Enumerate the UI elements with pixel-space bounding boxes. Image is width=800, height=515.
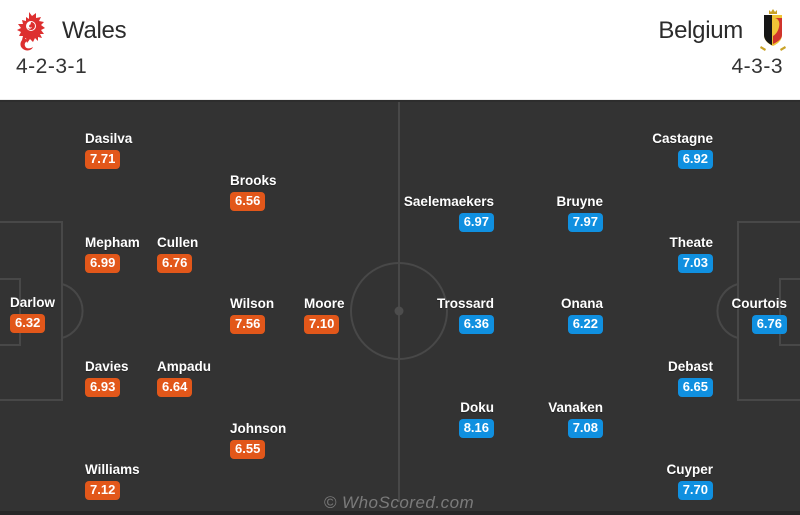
player-rating-badge: 7.70 — [677, 481, 713, 500]
left-penalty-box — [0, 221, 63, 401]
left-six-yard-box — [0, 278, 21, 346]
player-vanaken[interactable]: Vanaken 7.08 — [548, 400, 603, 438]
player-name: Williams — [85, 462, 140, 477]
pitch: © WhoScored.com — [0, 100, 800, 515]
player-rating-badge: 7.10 — [304, 315, 340, 334]
player-brooks[interactable]: Brooks 6.56 — [230, 173, 277, 211]
player-name: Davies — [85, 359, 129, 374]
player-name: Cullen — [157, 235, 199, 250]
player-name: Theate — [669, 235, 713, 250]
player-name: Doku — [460, 400, 494, 415]
player-rating-badge: 6.32 — [10, 314, 46, 333]
player-rating-badge: 6.93 — [85, 378, 121, 397]
player-johnson[interactable]: Johnson 6.55 — [230, 421, 286, 459]
player-name: Mepham — [85, 235, 140, 250]
player-castagne[interactable]: Castagne 6.92 — [652, 131, 713, 169]
player-rating-badge: 7.03 — [677, 254, 713, 273]
player-rating-badge: 6.76 — [157, 254, 193, 273]
player-name: Castagne — [652, 131, 713, 146]
player-name: Wilson — [230, 296, 275, 311]
right-six-yard-box — [779, 278, 800, 346]
player-bruyne[interactable]: Bruyne 7.97 — [556, 194, 603, 232]
player-name: Onana — [560, 296, 603, 311]
player-name: Courtois — [731, 296, 788, 311]
player-rating-badge: 6.65 — [677, 378, 713, 397]
player-name: Johnson — [230, 421, 287, 436]
player-rating-badge: 6.76 — [751, 315, 787, 334]
player-name: Brooks — [230, 173, 277, 188]
player-darlow[interactable]: Darlow 6.32 — [10, 295, 55, 333]
left-penalty-arc — [61, 283, 84, 339]
player-doku[interactable]: Doku 8.16 — [458, 400, 494, 438]
player-debast[interactable]: Debast 6.65 — [668, 359, 713, 397]
right-penalty-arc — [716, 283, 739, 339]
home-formation: 4-2-3-1 — [16, 55, 88, 78]
player-dasilva[interactable]: Dasilva 7.71 — [85, 131, 132, 169]
player-trossard[interactable]: Trossard 6.36 — [437, 296, 494, 334]
player-rating-badge: 7.08 — [567, 419, 603, 438]
away-team-name[interactable]: Belgium — [658, 17, 743, 44]
player-mepham[interactable]: Mepham 6.99 — [85, 235, 140, 273]
player-rating-badge: 6.55 — [230, 440, 266, 459]
player-rating-badge: 6.92 — [677, 150, 713, 169]
watermark: © WhoScored.com — [323, 493, 475, 512]
player-rating-badge: 7.97 — [567, 213, 603, 232]
center-spot — [394, 306, 404, 316]
match-header: Wales 4-2-3-1 Belgium 4-3-3 — [0, 0, 800, 100]
right-penalty-box — [737, 221, 800, 401]
player-wilson[interactable]: Wilson 7.56 — [230, 296, 274, 334]
player-name: Trossard — [436, 296, 494, 311]
away-formation: 4-3-3 — [731, 55, 783, 78]
bottom-strip — [0, 511, 800, 515]
player-rating-badge: 6.97 — [458, 213, 494, 232]
center-circle — [350, 262, 448, 360]
player-ampadu[interactable]: Ampadu 6.64 — [157, 359, 211, 397]
player-rating-badge: 6.36 — [458, 315, 494, 334]
player-name: Saelemaekers — [403, 194, 494, 209]
wales-crest-icon[interactable] — [14, 11, 48, 53]
player-rating-badge: 6.99 — [85, 254, 121, 273]
player-rating-badge: 7.56 — [230, 315, 266, 334]
player-cullen[interactable]: Cullen 6.76 — [157, 235, 198, 273]
player-rating-badge: 6.56 — [230, 192, 266, 211]
player-courtois[interactable]: Courtois 6.76 — [731, 296, 788, 334]
player-rating-badge: 7.12 — [85, 481, 121, 500]
player-rating-badge: 6.22 — [567, 315, 603, 334]
player-saelemaekers[interactable]: Saelemaekers 6.97 — [404, 194, 494, 232]
player-williams[interactable]: Williams 7.12 — [85, 462, 140, 500]
player-onana[interactable]: Onana 6.22 — [561, 296, 603, 334]
player-name: Debast — [667, 359, 713, 374]
player-name: Darlow — [10, 295, 56, 310]
player-name: Moore — [304, 296, 345, 311]
home-team-name[interactable]: Wales — [62, 17, 127, 44]
player-davies[interactable]: Davies 6.93 — [85, 359, 129, 397]
player-name: Bruyne — [556, 194, 603, 209]
player-rating-badge: 6.64 — [157, 378, 193, 397]
player-name: Vanaken — [548, 400, 603, 415]
player-cuyper[interactable]: Cuyper 7.70 — [666, 462, 713, 500]
player-theate[interactable]: Theate 7.03 — [669, 235, 713, 273]
player-name: Cuyper — [666, 462, 713, 477]
player-rating-badge: 7.71 — [85, 150, 121, 169]
belgium-crest-icon[interactable] — [758, 8, 788, 54]
player-name: Ampadu — [157, 359, 211, 374]
player-name: Dasilva — [85, 131, 133, 146]
pitch-markings — [0, 102, 800, 502]
player-rating-badge: 8.16 — [458, 419, 494, 438]
player-moore[interactable]: Moore 7.10 — [304, 296, 345, 334]
